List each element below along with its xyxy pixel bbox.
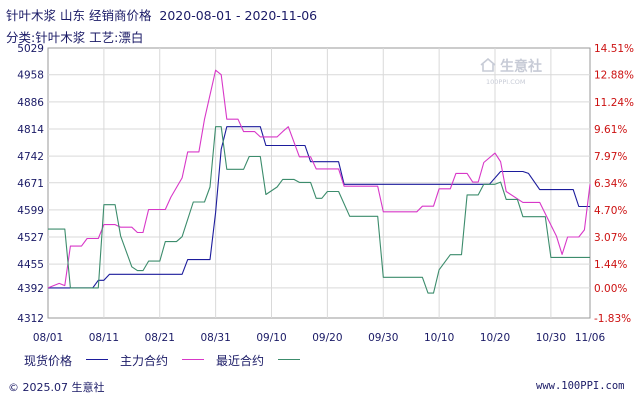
y-tick-label-right: -1.83% xyxy=(594,313,631,325)
y-tick-label-left: 4886 xyxy=(17,97,44,109)
y-tick-label-right: 4.70% xyxy=(594,205,627,217)
series-lines xyxy=(47,69,591,294)
x-tick-label: 10/10 xyxy=(424,332,454,344)
y-tick-label-left: 4671 xyxy=(17,178,44,190)
legend-swatch-spot xyxy=(86,359,108,360)
watermark-logo: 生意社 xyxy=(500,59,542,75)
legend-label-nearest: 最近合约 xyxy=(216,354,265,368)
series-line-0 xyxy=(48,126,590,289)
site-link[interactable]: www.100PPI.com xyxy=(536,380,625,392)
y-tick-label-left: 4814 xyxy=(17,124,44,136)
x-tick-label: 08/11 xyxy=(89,332,119,344)
y-tick-label-left: 4312 xyxy=(17,313,44,325)
legend-label-main: 主力合约 xyxy=(120,354,169,368)
x-tick-label: 10/30 xyxy=(536,332,566,344)
x-tick-label: 11/06 xyxy=(575,332,606,344)
x-tick-label: 09/10 xyxy=(256,332,286,344)
y-tick-label-right: 6.34% xyxy=(594,178,627,190)
chart-title: 针叶木浆 山东 经销商价格 2020-08-01 - 2020-11-06 xyxy=(6,8,318,23)
y-tick-label-right: 14.51% xyxy=(594,43,634,55)
y-tick-label-right: 1.44% xyxy=(594,259,627,271)
y-tick-label-left: 4527 xyxy=(17,232,44,244)
x-tick-label: 10/20 xyxy=(480,332,510,344)
y-tick-label-right: 11.24% xyxy=(594,97,634,109)
y-tick-label-left: 4392 xyxy=(17,283,44,295)
watermark-url: 100PPI.COM xyxy=(486,78,526,86)
legend-swatch-nearest xyxy=(278,359,300,360)
x-tick-label: 08/01 xyxy=(33,332,63,344)
copyright: © 2025.07 生意社 xyxy=(8,381,105,394)
x-tick-label: 08/31 xyxy=(200,332,230,344)
y-tick-label-left: 4742 xyxy=(17,151,44,163)
series-line-2 xyxy=(48,126,590,294)
legend-swatch-main xyxy=(182,359,204,360)
axis-ticks: 4312 -1.83% 4392 0.00% 4455 1.44% 4527 3.07% 459… xyxy=(17,43,634,344)
series-line-1 xyxy=(47,69,591,289)
y-tick-label-left: 5029 xyxy=(17,43,44,55)
y-tick-label-right: 12.88% xyxy=(594,70,634,82)
y-tick-label-right: 3.07% xyxy=(594,232,627,244)
x-tick-label: 08/21 xyxy=(145,332,175,344)
grid xyxy=(48,48,590,318)
y-tick-label-left: 4599 xyxy=(17,205,44,217)
legend-label-spot: 现货价格 xyxy=(24,354,73,368)
chart-subtitle: 分类:针叶木浆 工艺:漂白 xyxy=(6,30,144,45)
y-tick-label-left: 4455 xyxy=(17,259,44,271)
y-tick-label-right: 7.97% xyxy=(594,151,627,163)
y-tick-label-right: 9.61% xyxy=(594,124,627,136)
y-tick-label-right: 0.00% xyxy=(594,283,627,295)
house-icon xyxy=(480,58,496,72)
x-tick-label: 09/30 xyxy=(368,332,398,344)
y-tick-label-left: 4958 xyxy=(17,70,44,82)
x-tick-label: 09/20 xyxy=(312,332,342,344)
